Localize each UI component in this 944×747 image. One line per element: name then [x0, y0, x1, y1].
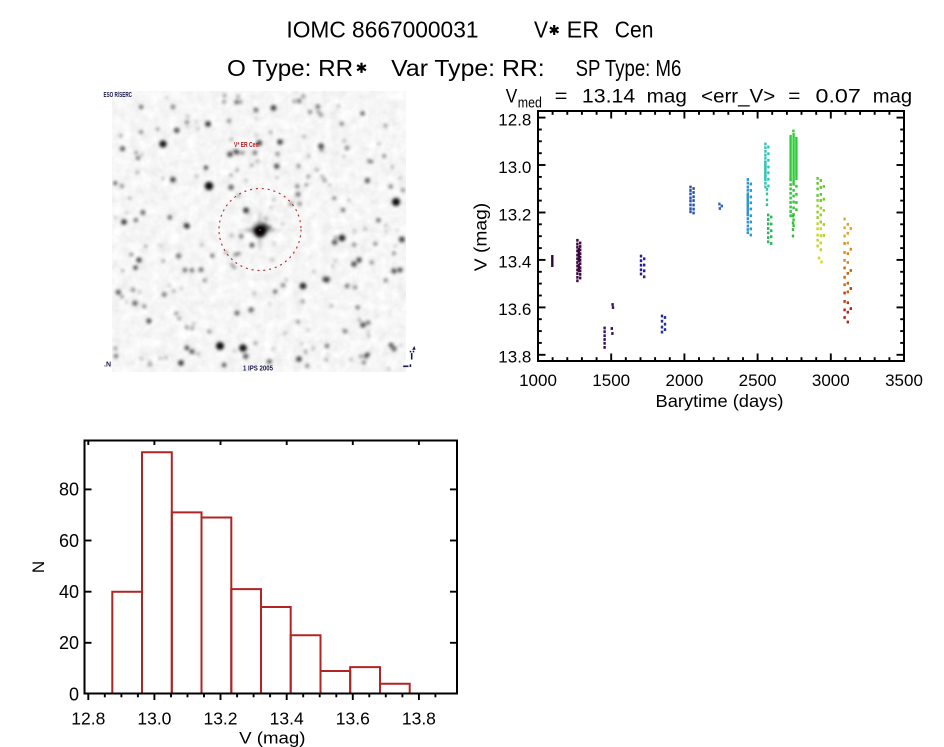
svg-text:13.8: 13.8 [402, 709, 436, 729]
svg-text:0: 0 [69, 684, 79, 704]
svg-text:13.0: 13.0 [498, 158, 531, 177]
svg-text:=: = [555, 86, 568, 108]
svg-text:1000: 1000 [519, 371, 557, 390]
svg-text:O Type: RR: O Type: RR [227, 55, 353, 81]
svg-text:2000: 2000 [665, 371, 703, 390]
svg-text:IOMC 8667000031: IOMC 8667000031 [286, 16, 478, 42]
svg-text:13.6: 13.6 [498, 300, 531, 319]
svg-text:1500: 1500 [592, 371, 630, 390]
svg-text:<err_V>: <err_V> [701, 86, 775, 108]
svg-text:mag: mag [647, 86, 687, 108]
svg-text:13.6: 13.6 [336, 709, 370, 729]
svg-text:80: 80 [59, 480, 79, 500]
svg-text:60: 60 [59, 531, 79, 551]
svg-text:2500: 2500 [739, 371, 777, 390]
svg-text:0.07: 0.07 [816, 86, 861, 108]
svg-text:13.8: 13.8 [498, 348, 531, 367]
svg-text:13.2: 13.2 [498, 205, 531, 224]
svg-text:20: 20 [59, 633, 79, 653]
svg-text:med: med [518, 95, 542, 112]
svg-text:Var Type: RR:: Var Type: RR: [391, 55, 545, 81]
svg-text:40: 40 [59, 582, 79, 602]
svg-text:V (mag): V (mag) [471, 203, 491, 271]
svg-text:13.14: 13.14 [582, 86, 636, 108]
svg-text:3000: 3000 [812, 371, 850, 390]
svg-text:N: N [29, 561, 48, 573]
svg-text:12.8: 12.8 [71, 709, 105, 729]
svg-text:V (mag): V (mag) [239, 729, 305, 747]
svg-text:ESO R/SERC: ESO R/SERC [104, 90, 133, 99]
svg-text:SP Type: M6: SP Type: M6 [576, 55, 682, 81]
svg-text:ER: ER [567, 16, 600, 42]
svg-text:13.2: 13.2 [203, 709, 237, 729]
svg-text:V: V [534, 16, 549, 42]
svg-text:1 IPS 2005: 1 IPS 2005 [243, 364, 273, 373]
svg-text:Cen: Cen [615, 16, 654, 42]
svg-text:mag: mag [873, 86, 912, 108]
svg-text:=: = [788, 86, 800, 108]
svg-text:3500: 3500 [885, 371, 923, 390]
svg-text:.N: .N [104, 362, 111, 369]
svg-text:13.4: 13.4 [270, 709, 304, 729]
svg-text:13.0: 13.0 [137, 709, 171, 729]
svg-text:Barytime (days): Barytime (days) [656, 391, 784, 411]
svg-text:12.8: 12.8 [498, 110, 531, 129]
svg-text:V* ER Cen: V* ER Cen [234, 142, 259, 149]
svg-text:13.4: 13.4 [498, 253, 531, 272]
svg-text:V: V [506, 86, 518, 108]
